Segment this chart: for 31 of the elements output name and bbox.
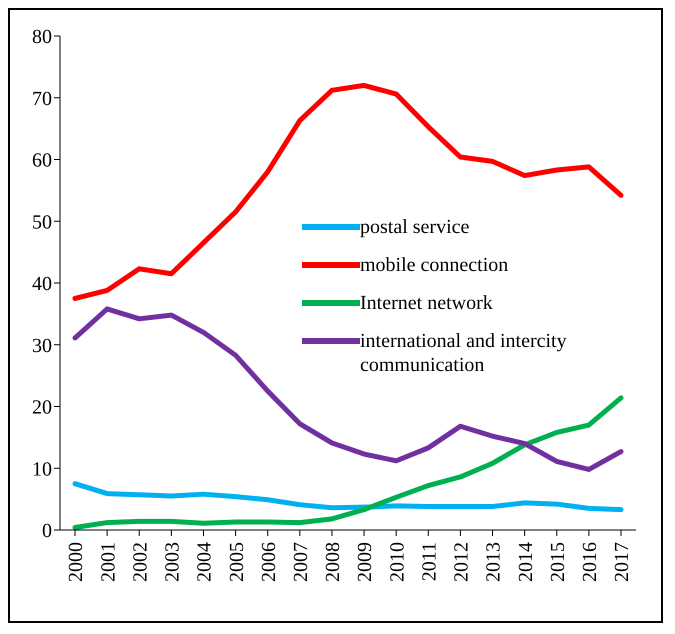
x-tick-label: 2003	[162, 542, 184, 582]
y-tick-label: 0	[42, 520, 52, 542]
x-tick-label: 2004	[194, 542, 216, 582]
x-tick-label: 2017	[611, 542, 634, 582]
x-tick-label: 2001	[97, 542, 120, 582]
x-tick-label: 2016	[579, 542, 602, 582]
x-tick-label: 2006	[258, 542, 280, 582]
x-tick-label: 2014	[514, 542, 537, 582]
y-tick-label: 20	[32, 396, 52, 419]
legend-label: Internet network	[360, 291, 493, 315]
x-tick-label: 2007	[290, 542, 312, 582]
x-tick-label: 2000	[65, 542, 88, 582]
x-tick-label: 2012	[450, 542, 473, 582]
y-tick-label: 60	[32, 150, 52, 172]
y-tick-label: 40	[32, 273, 52, 296]
y-tick-label: 80	[32, 26, 52, 48]
legend-label: mobile connection	[360, 253, 508, 277]
y-tick-label: 50	[32, 211, 52, 234]
y-tick-label: 10	[32, 458, 52, 480]
y-tick-label: 30	[32, 334, 52, 357]
x-tick-label: 2002	[129, 542, 152, 582]
y-tick-label: 70	[32, 88, 52, 110]
x-tick-label: 2009	[354, 542, 376, 582]
legend-label: postal service	[360, 215, 470, 239]
x-tick-label: 2015	[546, 542, 569, 582]
x-tick-label: 2005	[226, 542, 248, 582]
x-tick-label: 2008	[322, 542, 344, 582]
x-tick-label: 2010	[386, 542, 408, 582]
legend-label: international and intercity communication	[360, 329, 568, 377]
x-tick-label: 2013	[482, 542, 505, 582]
x-tick-label: 2011	[418, 542, 440, 582]
